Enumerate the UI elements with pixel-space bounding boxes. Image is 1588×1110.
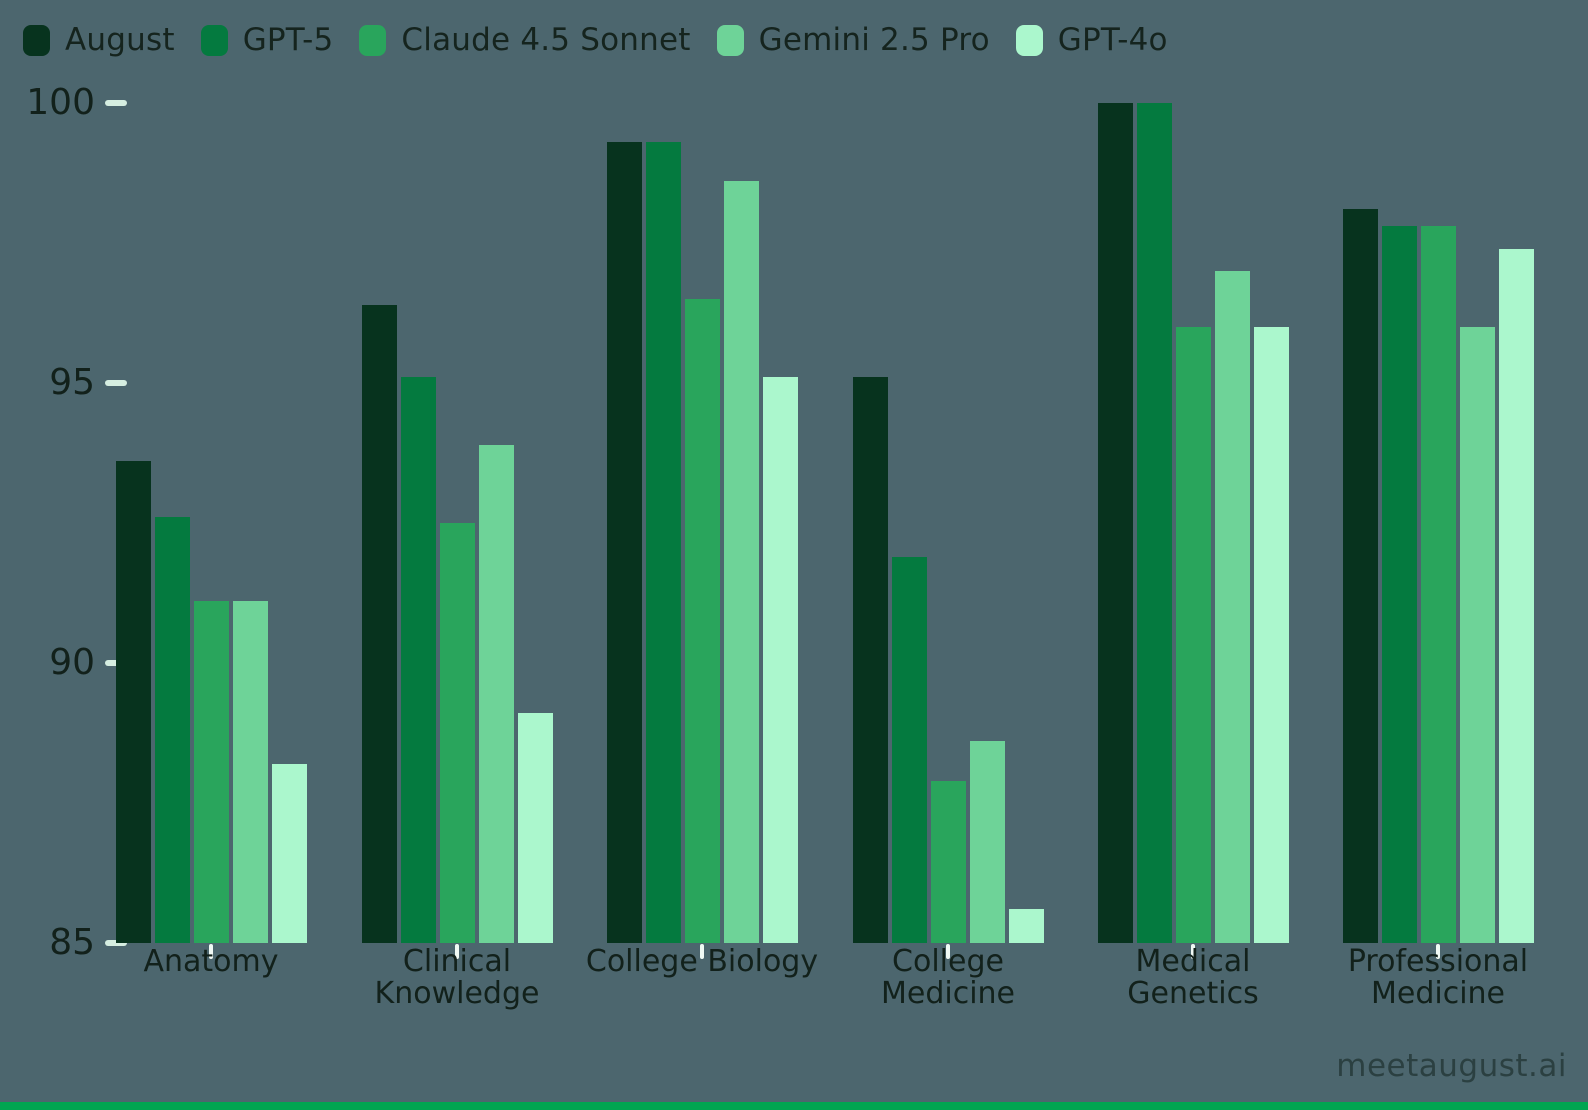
- bar-gpt-5-professional-medicine: [1381, 226, 1417, 943]
- x-axis-label-line: Clinical: [402, 944, 512, 979]
- x-axis-label-line: College Biology: [585, 944, 819, 979]
- legend-item-gpt-4o: GPT-4o: [1015, 22, 1168, 58]
- bar-gpt-4o-medical-genetics: [1253, 327, 1289, 943]
- bar-gemini-2-5-pro-college-medicine: [969, 741, 1005, 943]
- x-tick-mark-medical-genetics: [1191, 944, 1195, 959]
- legend-swatch-gemini-2-5-pro: [716, 24, 744, 56]
- bar-gpt-4o-anatomy: [271, 763, 307, 943]
- bar-group-professional-medicine: [1342, 209, 1534, 943]
- y-tick-mark-95: [105, 380, 127, 386]
- x-axis-label-line: Medicine: [1370, 976, 1506, 1011]
- x-axis-label-line: Professional: [1347, 944, 1529, 979]
- y-tick-label-90: 90: [49, 642, 95, 683]
- bar-august-professional-medicine: [1342, 209, 1378, 943]
- bar-august-medical-genetics: [1097, 103, 1133, 943]
- x-axis-label-line: Medical: [1135, 944, 1251, 979]
- bar-gpt-5-college-biology: [645, 142, 681, 943]
- bar-august-anatomy: [115, 461, 151, 943]
- bar-claude-4-5-sonnet-clinical-knowledge: [439, 523, 475, 943]
- legend-item-claude-4-5-sonnet: Claude 4.5 Sonnet: [359, 22, 690, 58]
- bar-claude-4-5-sonnet-professional-medicine: [1420, 226, 1456, 943]
- legend: August GPT-5 Claude 4.5 Sonnet Gemini 2.5 P…: [23, 22, 1168, 58]
- x-axis-label-line: Medicine: [880, 976, 1016, 1011]
- legend-label-august: August: [65, 22, 175, 58]
- bar-group-college-medicine: [852, 377, 1044, 943]
- bar-claude-4-5-sonnet-college-medicine: [930, 780, 966, 943]
- bar-gpt-5-anatomy: [154, 517, 190, 943]
- bar-group-anatomy: [115, 461, 307, 943]
- bar-gemini-2-5-pro-clinical-knowledge: [478, 444, 514, 943]
- bar-august-clinical-knowledge: [361, 304, 397, 943]
- bar-gpt-5-college-medicine: [891, 556, 927, 943]
- x-axis-label-line: Anatomy: [143, 944, 279, 979]
- bottom-accent-strip: [0, 1102, 1588, 1110]
- x-axis-label-medical-genetics: Medical Genetics: [1043, 946, 1343, 1010]
- y-tick-mark-85: [105, 940, 127, 946]
- x-tick-mark-anatomy: [209, 944, 213, 959]
- legend-label-gpt-5: GPT-5: [242, 22, 334, 58]
- legend-label-gemini-2-5-pro: Gemini 2.5 Pro: [758, 22, 990, 58]
- bar-gpt-4o-college-biology: [762, 377, 798, 943]
- watermark: meetaugust.ai: [1336, 1048, 1567, 1084]
- y-tick-label-95: 95: [49, 362, 95, 403]
- x-axis-label-line: Genetics: [1127, 976, 1259, 1011]
- legend-swatch-gpt-4o: [1015, 24, 1043, 56]
- legend-item-gpt-5: GPT-5: [200, 22, 334, 58]
- legend-swatch-claude-4-5-sonnet: [359, 24, 387, 56]
- bar-gpt-4o-clinical-knowledge: [517, 713, 553, 943]
- x-axis-label-line: College: [892, 944, 1004, 979]
- x-axis-label-college-medicine: College Medicine: [798, 946, 1098, 1010]
- bar-group-clinical-knowledge: [361, 304, 553, 943]
- y-tick-label-100: 100: [26, 82, 95, 123]
- bar-gpt-5-medical-genetics: [1136, 103, 1172, 943]
- bar-gpt-5-clinical-knowledge: [400, 377, 436, 943]
- legend-swatch-gpt-5: [200, 24, 228, 56]
- bar-gpt-4o-professional-medicine: [1498, 248, 1534, 943]
- x-axis-label-college-biology: College Biology: [552, 946, 852, 978]
- bar-group-medical-genetics: [1097, 103, 1289, 943]
- bar-august-college-medicine: [852, 377, 888, 943]
- x-tick-mark-college-biology: [700, 944, 704, 959]
- legend-label-gpt-4o: GPT-4o: [1057, 22, 1168, 58]
- legend-item-gemini-2-5-pro: Gemini 2.5 Pro: [716, 22, 990, 58]
- bar-gemini-2-5-pro-anatomy: [232, 601, 268, 943]
- bar-claude-4-5-sonnet-college-biology: [684, 299, 720, 943]
- legend-label-claude-4-5-sonnet: Claude 4.5 Sonnet: [401, 22, 691, 58]
- x-axis-label-anatomy: Anatomy: [61, 946, 361, 978]
- x-axis-label-clinical-knowledge: Clinical Knowledge: [307, 946, 607, 1010]
- x-axis-label-professional-medicine: Professional Medicine: [1288, 946, 1588, 1010]
- bar-gpt-4o-college-medicine: [1008, 909, 1044, 943]
- bar-august-college-biology: [606, 142, 642, 943]
- x-tick-mark-clinical-knowledge: [455, 944, 459, 959]
- y-tick-label-85: 85: [49, 922, 95, 963]
- bar-gemini-2-5-pro-college-biology: [723, 181, 759, 943]
- bar-claude-4-5-sonnet-medical-genetics: [1175, 327, 1211, 943]
- bar-gemini-2-5-pro-medical-genetics: [1214, 271, 1250, 943]
- legend-item-august: August: [23, 22, 175, 58]
- x-tick-mark-college-medicine: [946, 944, 950, 959]
- y-tick-mark-100: [105, 100, 127, 106]
- bar-claude-4-5-sonnet-anatomy: [193, 601, 229, 943]
- bar-group-college-biology: [606, 142, 798, 943]
- x-tick-mark-professional-medicine: [1436, 944, 1440, 959]
- bar-gemini-2-5-pro-professional-medicine: [1459, 327, 1495, 943]
- legend-swatch-august: [23, 24, 50, 56]
- x-axis-label-line: Knowledge: [374, 976, 540, 1011]
